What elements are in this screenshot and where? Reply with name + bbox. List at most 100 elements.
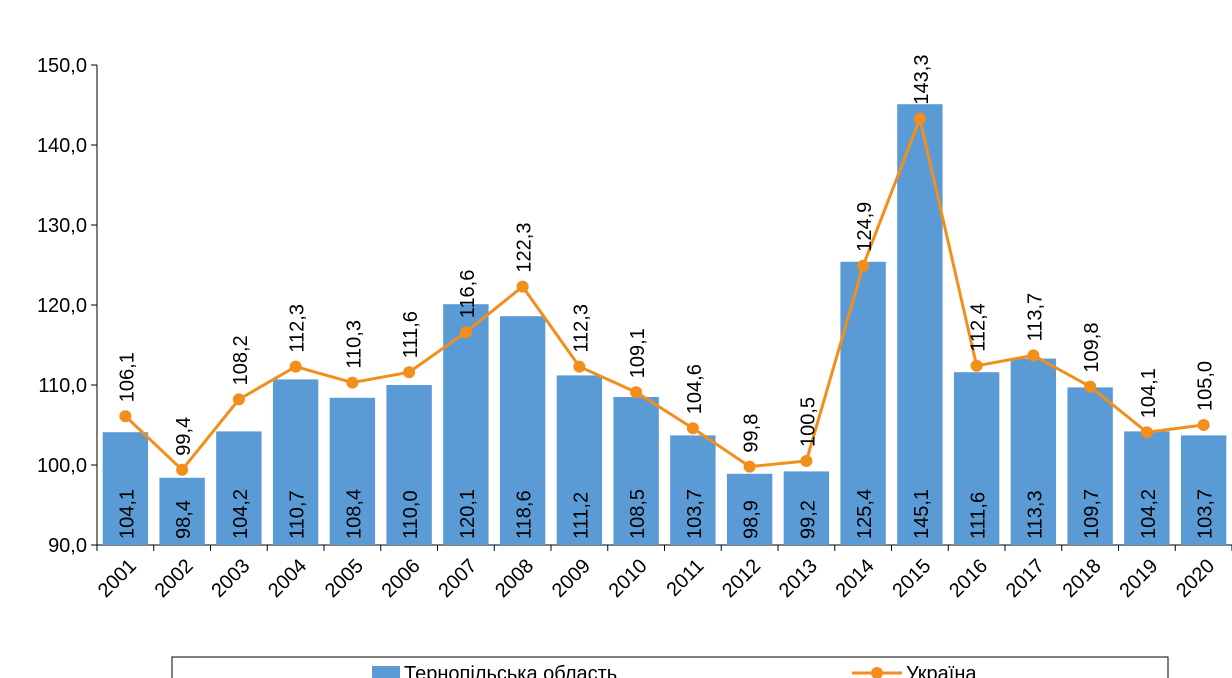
bar bbox=[386, 385, 432, 545]
bar bbox=[726, 473, 773, 545]
bar bbox=[272, 379, 319, 545]
x-tick-label: 2019 bbox=[1115, 555, 1162, 602]
line-point bbox=[1084, 380, 1097, 393]
bar bbox=[499, 316, 546, 545]
line-point bbox=[1197, 419, 1210, 431]
y-tick-label: 120,0 bbox=[37, 295, 87, 317]
bar bbox=[840, 261, 886, 545]
x-tick-label: 2012 bbox=[718, 555, 765, 602]
x-tick-label: 2004 bbox=[264, 555, 311, 602]
bar-value-label: 108,4 bbox=[343, 489, 365, 539]
line-value-label: 100,5 bbox=[797, 397, 819, 447]
line-point bbox=[686, 422, 699, 435]
line-point bbox=[743, 460, 756, 473]
bar bbox=[953, 372, 1000, 545]
x-tick-label: 2009 bbox=[548, 555, 595, 602]
line-point bbox=[516, 280, 529, 293]
line-value-label: 113,7 bbox=[1024, 293, 1046, 342]
y-tick-label: 130,0 bbox=[37, 215, 87, 237]
line-value-label: 105,0 bbox=[1195, 361, 1217, 411]
bar-value-label: 104,1 bbox=[116, 489, 138, 539]
line-point bbox=[913, 112, 926, 125]
line-value-label: 106,1 bbox=[116, 352, 138, 402]
bar-value-label: 103,7 bbox=[1195, 489, 1217, 539]
x-tick-label: 2007 bbox=[434, 555, 481, 602]
line-point bbox=[1027, 349, 1040, 362]
legend-label: Тернопільська область bbox=[404, 663, 617, 678]
x-tick-label: 2001 bbox=[94, 555, 141, 602]
x-tick-label: 2018 bbox=[1059, 555, 1106, 602]
y-tick-label: 110,0 bbox=[38, 375, 87, 397]
line-value-label: 112,3 bbox=[570, 304, 592, 353]
bar-value-label: 110,7 bbox=[287, 490, 309, 539]
line-value-label: 109,8 bbox=[1081, 323, 1103, 373]
bar bbox=[1010, 358, 1057, 545]
y-tick-label: 140,0 bbox=[37, 135, 87, 157]
bar bbox=[159, 477, 205, 545]
line-value-label: 112,4 bbox=[968, 303, 990, 352]
bar bbox=[216, 431, 262, 545]
bar bbox=[783, 471, 830, 545]
line-point bbox=[289, 360, 302, 373]
bar-value-label: 145,1 bbox=[911, 489, 933, 539]
line bbox=[124, 113, 1204, 473]
y-tick-label: 150,0 bbox=[37, 55, 87, 77]
bar-value-label: 113,3 bbox=[1024, 490, 1046, 539]
bar bbox=[897, 104, 943, 545]
line-point bbox=[1140, 426, 1153, 439]
bar bbox=[1180, 435, 1227, 545]
bar bbox=[556, 375, 603, 545]
x-tick-label: 2003 bbox=[207, 555, 254, 602]
line-value-label: 143,3 bbox=[911, 55, 933, 105]
line-point bbox=[459, 326, 472, 339]
x-tick-label: 2017 bbox=[1002, 555, 1049, 602]
bar-value-label: 104,2 bbox=[1138, 489, 1160, 539]
x-tick-label: 2015 bbox=[888, 555, 935, 602]
line-value-label: 109,1 bbox=[627, 328, 649, 378]
bar bbox=[329, 397, 376, 545]
x-tick-label: 2011 bbox=[662, 555, 708, 601]
line-value-label: 111,6 bbox=[400, 311, 422, 358]
x-tick-label: 2005 bbox=[321, 555, 368, 602]
x-tick-label: 2008 bbox=[491, 555, 538, 602]
x-tick-label: 2010 bbox=[605, 555, 652, 602]
bar-value-label: 108,5 bbox=[627, 489, 649, 539]
line-point bbox=[800, 455, 813, 467]
line-value-label: 110,3 bbox=[343, 320, 365, 369]
line-value-label: 122,3 bbox=[514, 223, 536, 273]
x-tick-label: 2006 bbox=[378, 555, 425, 602]
line-value-label: 108,2 bbox=[230, 335, 252, 385]
line-value-label: 99,8 bbox=[741, 414, 763, 453]
bar-value-label: 99,2 bbox=[797, 500, 819, 539]
line-value-label: 99,4 bbox=[173, 417, 195, 456]
x-tick-label: 2013 bbox=[775, 555, 822, 602]
bar bbox=[1124, 431, 1170, 545]
line-point bbox=[232, 393, 245, 406]
legend-swatch bbox=[372, 666, 400, 678]
legend-box bbox=[171, 656, 1169, 678]
bar-value-label: 111,6 bbox=[968, 492, 990, 539]
bar-value-label: 118,6 bbox=[514, 490, 536, 539]
bar-value-label: 120,1 bbox=[457, 489, 479, 539]
line-value-label: 124,9 bbox=[854, 202, 876, 252]
y-tick-label: 90,0 bbox=[48, 535, 87, 557]
bar-value-label: 98,4 bbox=[173, 500, 195, 539]
line-value-label: 104,1 bbox=[1138, 368, 1160, 418]
bar bbox=[670, 435, 716, 545]
line-point bbox=[970, 359, 983, 372]
bar-value-label: 103,7 bbox=[684, 489, 706, 539]
line-point bbox=[119, 410, 132, 423]
x-tick-label: 2016 bbox=[945, 555, 992, 602]
line-value-label: 116,6 bbox=[457, 270, 479, 319]
line-point bbox=[630, 386, 643, 399]
bar-value-label: 110,0 bbox=[400, 490, 422, 539]
x-tick-label: 2002 bbox=[151, 555, 198, 602]
line-point bbox=[346, 376, 359, 389]
bar-value-label: 98,9 bbox=[741, 500, 763, 539]
legend-swatch bbox=[871, 667, 883, 678]
bar-value-label: 109,7 bbox=[1081, 489, 1103, 539]
line-point bbox=[857, 259, 870, 272]
bar bbox=[613, 397, 659, 545]
line-point bbox=[176, 463, 189, 476]
